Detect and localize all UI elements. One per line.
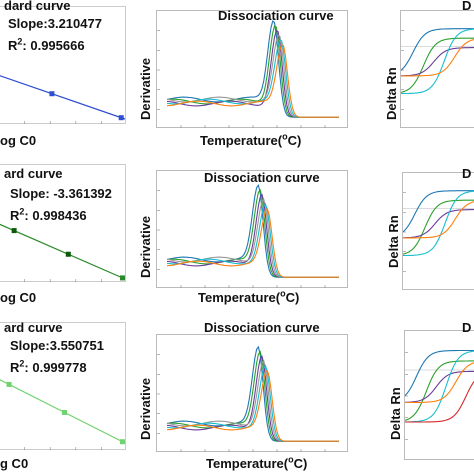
dissociation-ylabel-2: Derivative bbox=[138, 215, 153, 278]
dissociation-ylabel-3: Derivative bbox=[138, 377, 153, 440]
slope-label-3: Slope:3.550751 bbox=[10, 338, 104, 353]
diss-series-line bbox=[166, 184, 339, 278]
diss-series-line bbox=[166, 345, 339, 442]
standard-curve-plot-1 bbox=[0, 6, 126, 124]
std-point bbox=[118, 115, 124, 121]
amp-series-line bbox=[403, 190, 474, 257]
std-fit-line bbox=[0, 379, 126, 444]
amplification-plot-1 bbox=[400, 10, 474, 128]
amplification-title-1: D bbox=[462, 0, 472, 13]
standard-curve-plot-3 bbox=[0, 322, 126, 450]
dissociation-title-1: Dissociation curve bbox=[218, 8, 334, 23]
amp-series-line bbox=[403, 199, 474, 255]
standard-curve-xlabel-1: og C0 bbox=[0, 133, 37, 148]
dissociation-plot-3 bbox=[156, 334, 348, 452]
diss-series-line bbox=[166, 43, 339, 118]
amp-series-line bbox=[405, 350, 474, 423]
std-point bbox=[6, 381, 12, 387]
amp-series-line bbox=[401, 39, 474, 77]
r2-label-1: R2: 0.995666 bbox=[8, 36, 85, 53]
standard-curve-title-3: ard curve bbox=[4, 320, 63, 335]
standard-curve-xlabel-3: g C0 bbox=[0, 456, 29, 471]
std-fit-line bbox=[0, 223, 126, 280]
dissociation-xlabel-2: Temperature(oC) bbox=[198, 288, 300, 305]
dissociation-ylabel-1: Derivative bbox=[138, 57, 153, 120]
standard-curve-xlabel-2: og C0 bbox=[0, 290, 37, 305]
amp-series-line bbox=[405, 362, 474, 404]
amp-series-line bbox=[405, 380, 474, 423]
std-point bbox=[65, 251, 71, 257]
amplification-ylabel-1: Delta Rn bbox=[384, 67, 399, 120]
row-2: ard curve Slope: -3.361392 R2: 0.998436 … bbox=[0, 158, 474, 316]
r2-label-2: R2: 0.998436 bbox=[10, 206, 87, 223]
standard-curve-plot-2 bbox=[0, 164, 126, 282]
diss-series-line bbox=[166, 25, 339, 118]
amp-series-line bbox=[405, 360, 474, 421]
dissociation-title-3: Dissociation curve bbox=[204, 320, 320, 335]
std-point bbox=[119, 439, 125, 445]
slope-label-1: Slope:3.210477 bbox=[8, 16, 102, 31]
dissociation-title-2: Dissociation curve bbox=[204, 170, 320, 185]
amp-series-line bbox=[401, 47, 474, 77]
r2-label-3: R2: 0.999778 bbox=[10, 358, 87, 375]
diss-series-line bbox=[166, 350, 339, 442]
amplification-ylabel-3: Delta Rn bbox=[388, 387, 403, 440]
standard-curve-title-2: ard curve bbox=[4, 166, 63, 181]
amplification-title-3: D bbox=[462, 320, 472, 335]
amp-series-line bbox=[401, 28, 474, 71]
dissociation-xlabel-3: Temperature(oC) bbox=[206, 454, 308, 471]
std-point bbox=[11, 228, 17, 234]
dissociation-plot-2 bbox=[156, 170, 348, 288]
diss-series-line bbox=[166, 29, 339, 118]
diss-series-line bbox=[166, 207, 339, 278]
amp-series-line bbox=[401, 37, 474, 93]
amp-series-line bbox=[403, 209, 474, 239]
dissociation-plot-1 bbox=[156, 10, 348, 128]
std-point bbox=[62, 409, 68, 415]
amp-series-line bbox=[403, 190, 474, 233]
std-point bbox=[119, 275, 125, 281]
row-1: dard curve Slope:3.210477 R2: 0.995666 o… bbox=[0, 0, 474, 158]
row-3: ard curve Slope:3.550751 R2: 0.999778 g … bbox=[0, 316, 474, 474]
amplification-plot-3 bbox=[404, 330, 474, 460]
standard-curve-title-1: dard curve bbox=[4, 0, 71, 13]
dissociation-xlabel-1: Temperature(oC) bbox=[200, 131, 302, 148]
amp-series-line bbox=[403, 201, 474, 239]
amp-series-line bbox=[405, 370, 474, 403]
amp-series-line bbox=[405, 349, 474, 397]
std-point bbox=[49, 91, 55, 97]
diss-series-line bbox=[166, 188, 339, 278]
amplification-ylabel-2: Delta Rn bbox=[386, 215, 401, 268]
slope-label-2: Slope: -3.361392 bbox=[10, 186, 112, 201]
amp-series-line bbox=[401, 28, 474, 95]
amplification-title-2: D bbox=[462, 166, 472, 181]
std-fit-line bbox=[0, 75, 126, 120]
amplification-plot-2 bbox=[402, 172, 474, 290]
diss-series-line bbox=[166, 369, 339, 442]
